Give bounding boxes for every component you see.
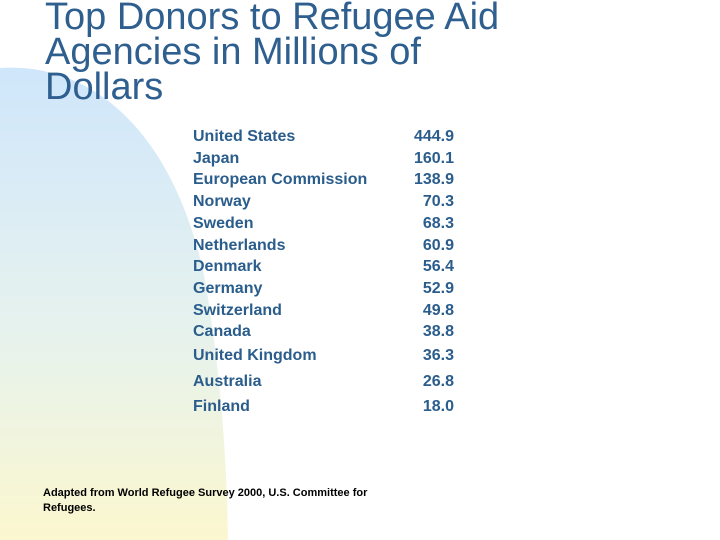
donor-country: Australia (193, 372, 262, 390)
donor-amount: 38.8 (422, 323, 454, 341)
donor-amount: 36.3 (422, 347, 454, 365)
donor-country: Canada (193, 323, 251, 341)
donor-amount: 18.0 (422, 398, 454, 416)
donor-amount: 56.4 (422, 258, 454, 276)
table-row: Netherlands 60.9 (193, 235, 454, 257)
slide-title: Top Donors to Refugee Aid Agencies in Mi… (45, 0, 500, 108)
table-row: Denmark 56.4 (193, 256, 454, 278)
donor-amount: 138.9 (413, 171, 454, 189)
table-row: Finland 18.0 (193, 394, 454, 420)
donor-country: Sweden (193, 214, 254, 232)
table-row: United Kingdom 36.3 (193, 343, 454, 369)
donor-amount: 60.9 (422, 236, 454, 254)
donor-country: United Kingdom (193, 347, 317, 365)
donor-amount: 26.8 (422, 372, 454, 390)
donor-country: Netherlands (193, 236, 286, 254)
table-row: European Commission 138.9 (193, 169, 454, 191)
donor-amount: 52.9 (422, 279, 454, 297)
donor-country: Japan (193, 149, 240, 167)
donor-amount: 70.3 (422, 193, 454, 211)
source-note: Adapted from World Refugee Survey 2000, … (43, 487, 368, 514)
donor-amount: 444.9 (413, 128, 454, 145)
donor-table: United States 444.9 Japan 160.1 European… (193, 126, 454, 420)
donor-country: Finland (193, 398, 250, 416)
table-row: Canada 38.8 (193, 321, 454, 343)
donor-country: Germany (193, 279, 263, 297)
donor-country: Denmark (193, 258, 262, 276)
gradient-quarter-shape (0, 67, 228, 540)
table-row: Australia 26.8 (193, 369, 454, 395)
table-row: Switzerland 49.8 (193, 300, 454, 322)
table-row: Japan 160.1 (193, 148, 454, 170)
table-row: Sweden 68.3 (193, 213, 454, 235)
table-row: Norway 70.3 (193, 191, 454, 213)
donor-amount: 49.8 (422, 301, 454, 319)
donor-country: Switzerland (193, 301, 282, 319)
donor-amount: 68.3 (422, 214, 454, 232)
donor-country: Norway (193, 193, 251, 211)
donor-country: United States (193, 128, 296, 145)
donor-amount: 160.1 (413, 149, 454, 167)
table-row: United States 444.9 (193, 126, 454, 148)
table-row: Germany 52.9 (193, 278, 454, 300)
donor-country: European Commission (193, 171, 368, 189)
